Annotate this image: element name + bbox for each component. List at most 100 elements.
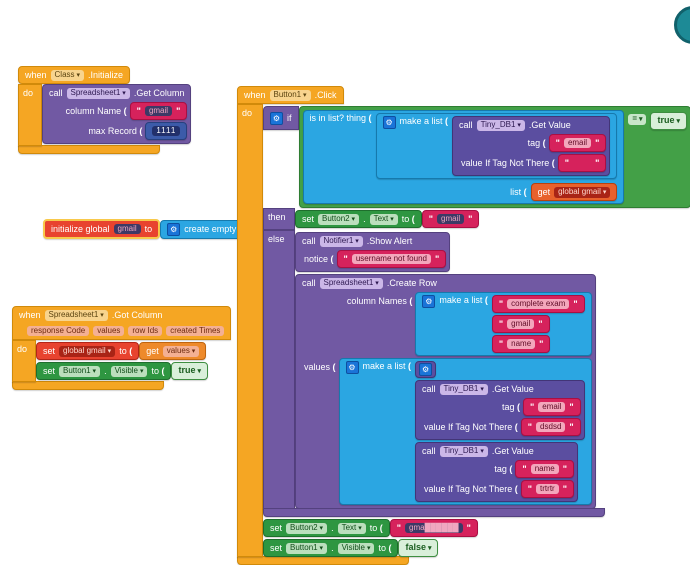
text-block[interactable]: name	[515, 460, 574, 478]
text-block[interactable]: trtrtr	[521, 480, 574, 498]
text-block[interactable]: gma██████	[390, 519, 478, 537]
param-chip[interactable]: created Times	[166, 326, 224, 336]
class-initialize-block[interactable]: when Class .Initialize do call Spreadshe…	[18, 66, 191, 154]
mutator-gear-icon[interactable]	[419, 363, 432, 376]
logic-value[interactable]: false	[405, 542, 431, 554]
arg-label: column Name	[66, 106, 127, 116]
text-block[interactable]: gmail	[492, 315, 550, 333]
text-value[interactable]: complete exam	[507, 299, 569, 309]
call-label: call	[49, 88, 63, 99]
got-column-block[interactable]: when Spreadsheet1 .Got Column response C…	[12, 306, 231, 390]
tinydb-get-value-block[interactable]: call Tiny_DB1 .Get Value tag email	[452, 116, 610, 176]
component-dropdown[interactable]: Tiny_DB1	[440, 384, 488, 395]
event-header[interactable]: when Class .Initialize	[18, 66, 130, 84]
param-chip[interactable]: response Code	[27, 326, 89, 336]
text-block[interactable]	[558, 154, 607, 172]
property-dropdown[interactable]: Visible	[111, 366, 148, 377]
mutator-gear-icon[interactable]	[167, 223, 180, 236]
component-dropdown[interactable]: Spreadsheet1	[45, 310, 108, 321]
component-dropdown[interactable]: Button1	[286, 543, 327, 554]
set-global-row[interactable]: set global gmail to get values	[36, 342, 206, 360]
logic-true-block[interactable]: true	[171, 362, 207, 380]
component-dropdown[interactable]: Button1	[270, 90, 311, 101]
text-value[interactable]: gmail	[437, 214, 464, 224]
variable-name[interactable]: gmail	[114, 224, 141, 234]
number-block[interactable]: 1111	[145, 122, 187, 140]
get-variable-dropdown[interactable]: global gmail	[554, 187, 610, 198]
mutator-gear-icon[interactable]	[270, 112, 283, 125]
text-value[interactable]: trtrtr	[536, 484, 559, 494]
mutator-gear-icon[interactable]	[383, 116, 396, 129]
logic-true-block[interactable]: true	[650, 112, 686, 130]
number-value[interactable]: 1111	[152, 126, 180, 136]
text-value[interactable]: dsdsd	[536, 422, 565, 432]
text-block[interactable]: gmail	[130, 102, 188, 120]
property-dropdown[interactable]: Text	[338, 523, 366, 534]
get-variable-dropdown[interactable]: values	[163, 346, 200, 357]
is-in-list-block[interactable]: is in list? thing make a list call Tiny_…	[303, 110, 625, 204]
if-block[interactable]: if is in list? thing make a list	[263, 106, 690, 517]
component-dropdown[interactable]: Spreadsheet1	[67, 88, 130, 99]
get-global-block[interactable]: get global gmail	[531, 183, 618, 201]
component-dropdown[interactable]: Button2	[286, 523, 327, 534]
component-dropdown[interactable]: Button2	[318, 214, 359, 225]
call-get-column-block[interactable]: call Spreadsheet1 .Get Column column Nam…	[42, 84, 191, 144]
component-dropdown[interactable]: Notifier1	[320, 236, 363, 247]
event-header[interactable]: when Spreadsheet1 .Got Column	[13, 307, 168, 323]
logic-value[interactable]: true	[657, 115, 679, 127]
init-global-header[interactable]: initialize global gmail to	[43, 219, 160, 239]
make-a-list-block[interactable]: make a list complete exam gmail name	[415, 292, 591, 356]
text-block[interactable]: username not found	[337, 250, 447, 268]
collapsed-mutator-block[interactable]	[415, 361, 436, 378]
then-set-row[interactable]: set Button2 . Text to gmail	[295, 210, 479, 228]
text-block[interactable]: email	[523, 398, 581, 416]
component-dropdown[interactable]: Button1	[59, 366, 100, 377]
set-visible-row[interactable]: set Button1 . Visible to false	[263, 539, 438, 557]
text-value[interactable]: name	[531, 464, 559, 474]
text-value[interactable]: email	[564, 138, 591, 148]
set-visible-row[interactable]: set Button1 . Visible to true	[36, 362, 208, 380]
text-value[interactable]: name	[507, 339, 535, 349]
component-dropdown[interactable]: Tiny_DB1	[440, 446, 488, 457]
arg-label: tag	[502, 402, 520, 413]
text-block[interactable]: complete exam	[492, 295, 585, 313]
make-a-list-block[interactable]: make a list call Tiny_DB1	[339, 358, 592, 505]
text-block[interactable]: dsdsd	[521, 418, 581, 436]
text-block[interactable]: name	[492, 335, 551, 353]
floating-action-button[interactable]	[674, 6, 690, 44]
property-dropdown[interactable]: Visible	[338, 543, 375, 554]
component-dropdown[interactable]: Spreadsheet1	[320, 278, 383, 289]
param-chip[interactable]: row Ids	[128, 326, 162, 336]
text-value[interactable]: gma██████	[405, 523, 463, 533]
button1-click-block[interactable]: when Button1 .Click do if	[237, 86, 690, 565]
notifier-show-alert-block[interactable]: call Notifier1 .Show Alert notice userna…	[295, 232, 450, 272]
mutator-gear-icon[interactable]	[422, 295, 435, 308]
text-value[interactable]: username not found	[352, 254, 431, 264]
create-row-block[interactable]: call Spreadsheet1 .Create Row column Nam…	[295, 274, 596, 509]
logic-value[interactable]: true	[178, 365, 200, 377]
operator-dropdown[interactable]: =	[628, 114, 646, 125]
component-dropdown[interactable]: Class	[51, 70, 84, 81]
text-value[interactable]: email	[538, 402, 565, 412]
make-a-list-block[interactable]: make a list call Tiny_DB1 .Get Value	[376, 113, 618, 179]
text-block[interactable]: gmail	[422, 210, 480, 228]
if-header[interactable]: if	[263, 106, 299, 130]
tinydb-get-value-block[interactable]: call Tiny_DB1 .Get Value tag	[415, 380, 585, 440]
event-header[interactable]: when Button1 .Click	[237, 86, 344, 104]
property-dropdown[interactable]: Text	[370, 214, 398, 225]
logic-false-block[interactable]: false	[398, 539, 438, 557]
component-dropdown[interactable]: Tiny_DB1	[477, 120, 525, 131]
initialize-global-block[interactable]: initialize global gmail to create empty …	[43, 219, 257, 239]
tinydb-get-value-block[interactable]: call Tiny_DB1 .Get Value tag	[415, 442, 578, 502]
get-block[interactable]: get values	[139, 342, 206, 360]
text-block[interactable]: email	[549, 134, 607, 152]
arg-label: notice	[304, 254, 334, 264]
text-value[interactable]: gmail	[145, 106, 172, 116]
text-value[interactable]: gmail	[507, 319, 534, 329]
param-chip[interactable]: values	[93, 326, 124, 336]
variable-dropdown[interactable]: global gmail	[59, 346, 115, 357]
compare-block[interactable]: is in list? thing make a list call Tiny_…	[299, 106, 690, 208]
set-text-row[interactable]: set Button2 . Text to gma██████	[263, 519, 478, 537]
mutator-gear-icon[interactable]	[346, 361, 359, 374]
is-in-list-label: is in list? thing	[310, 113, 372, 124]
